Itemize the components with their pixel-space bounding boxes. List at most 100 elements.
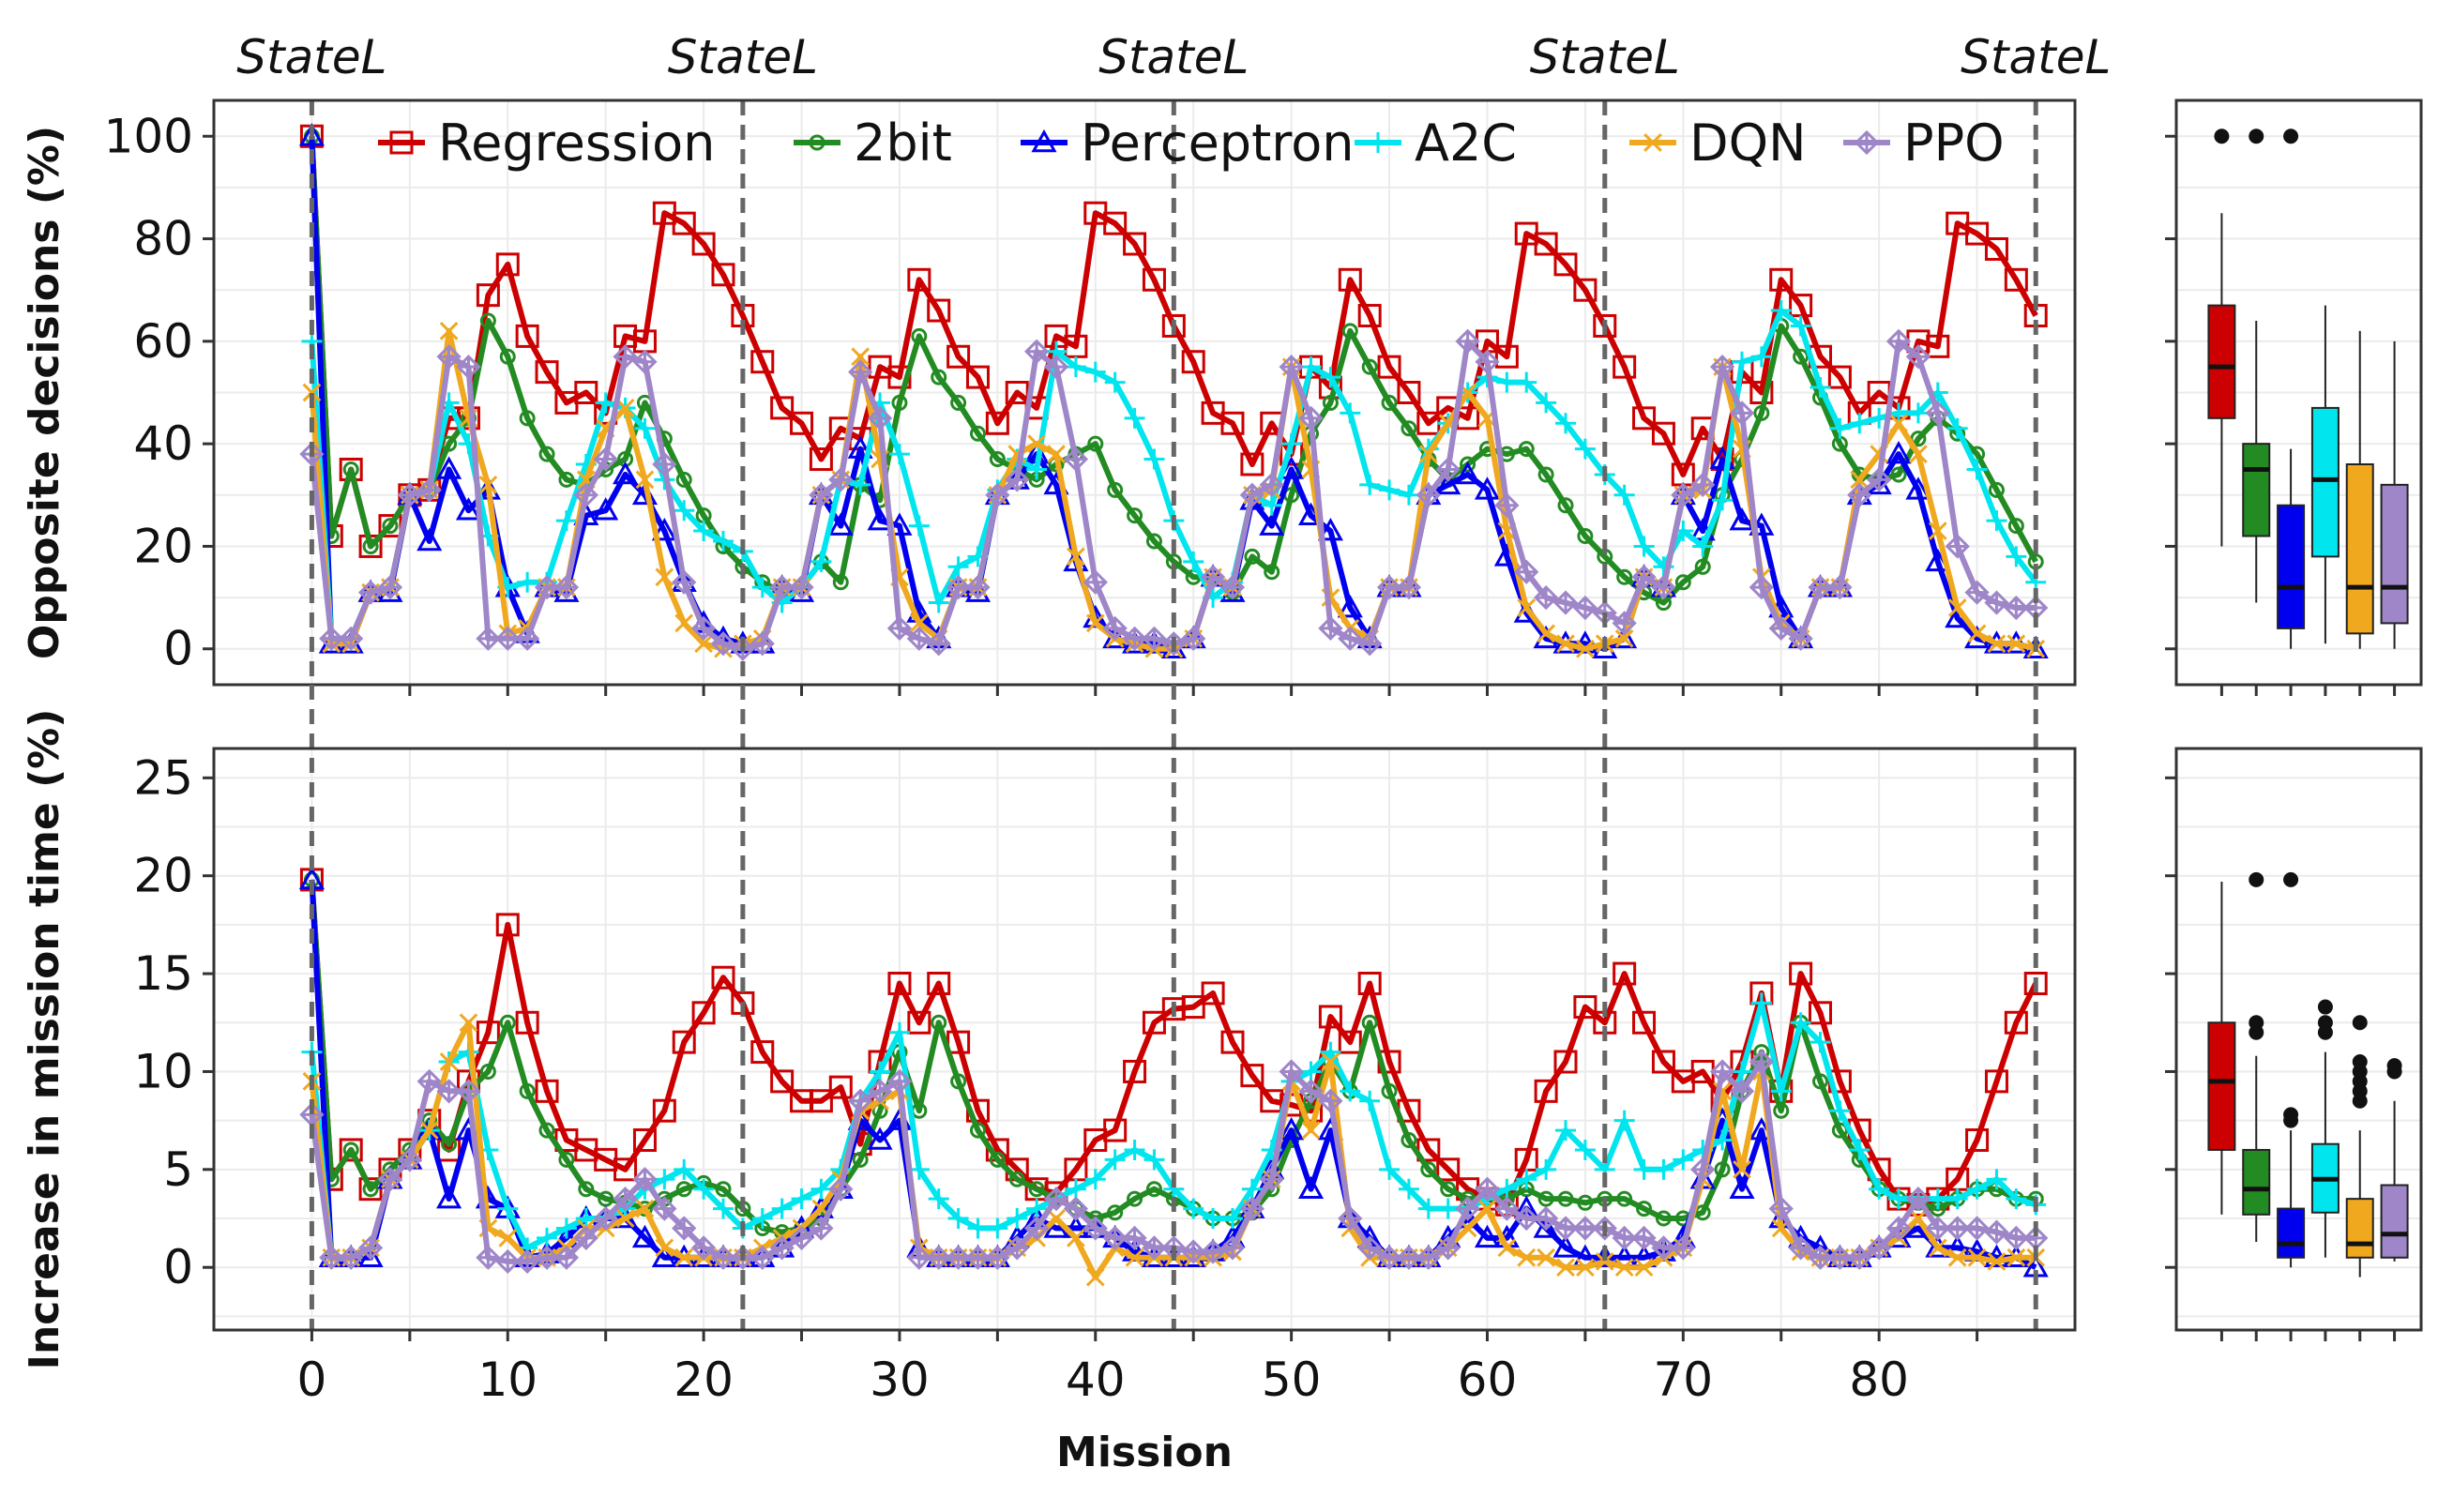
- boxplot-outlier: [2352, 1015, 2368, 1031]
- point-dqn: [1576, 1258, 1595, 1278]
- point-2bit: [1753, 404, 1770, 421]
- y-tick-label: 0: [163, 622, 193, 676]
- point-ppo: [553, 1245, 580, 1270]
- x-tick-label: 40: [1066, 1353, 1126, 1407]
- point-2bit: [441, 1136, 458, 1153]
- point-a2c: [1966, 459, 1988, 480]
- stateL-label: StateL: [1530, 30, 1680, 84]
- point-ppo: [672, 569, 697, 595]
- point-ppo: [1768, 615, 1794, 642]
- point-ppo: [319, 626, 344, 651]
- boxplot-ppo: [2380, 340, 2409, 696]
- point-ppo: [848, 1088, 873, 1113]
- point-ppo: [1475, 349, 1500, 374]
- point-a2c: [1320, 1041, 1341, 1063]
- point-2bit: [950, 1073, 967, 1090]
- point-regression: [632, 1128, 657, 1153]
- point-ppo: [1847, 1245, 1872, 1270]
- point-2bit: [675, 1181, 692, 1198]
- point-ppo: [476, 1245, 501, 1270]
- point-ppo: [690, 615, 717, 642]
- point-ppo: [789, 575, 814, 600]
- boxplot-box: [2345, 463, 2374, 635]
- point-regression: [790, 411, 814, 435]
- point-ppo: [710, 631, 736, 657]
- point-regression: [672, 1030, 696, 1054]
- point-a2c: [1869, 1178, 1890, 1200]
- point-2bit: [1361, 1014, 1378, 1031]
- point-ppo: [1631, 565, 1657, 590]
- point-a2c: [1183, 1198, 1204, 1219]
- point-a2c: [693, 1178, 715, 1200]
- point-a2c: [1653, 1158, 1674, 1180]
- point-regression: [1123, 1059, 1147, 1083]
- point-ppo: [985, 482, 1010, 507]
- point-ppo: [1435, 1235, 1461, 1261]
- point-a2c: [1359, 474, 1381, 495]
- point-a2c: [888, 1021, 910, 1043]
- boxplot-outlier: [2386, 1058, 2402, 1074]
- point-a2c: [1065, 356, 1086, 378]
- point-ppo: [1200, 1239, 1226, 1264]
- point-ppo: [1964, 1216, 1990, 1241]
- point-ppo: [632, 1167, 658, 1192]
- point-ppo: [1435, 457, 1461, 482]
- legend-label: 2bit: [854, 113, 952, 173]
- point-ppo: [965, 575, 991, 600]
- point-regression: [809, 447, 833, 472]
- point-2bit: [1577, 1194, 1594, 1211]
- point-dqn: [1537, 1247, 1555, 1267]
- point-2bit: [1145, 533, 1162, 550]
- point-2bit: [1264, 564, 1280, 581]
- point-a2c: [2006, 546, 2027, 567]
- point-a2c: [1633, 536, 1655, 557]
- point-ppo: [476, 626, 501, 651]
- point-regression: [1377, 355, 1401, 379]
- point-a2c: [1829, 417, 1851, 439]
- boxplot-outlier: [2283, 129, 2299, 144]
- point-a2c: [1574, 438, 1596, 460]
- point-a2c: [1770, 300, 1792, 322]
- point-ppo: [1651, 575, 1676, 600]
- point-a2c: [1750, 992, 1772, 1014]
- point-2bit: [911, 327, 928, 344]
- point-2bit: [499, 1014, 516, 1031]
- point-2bit: [479, 1063, 496, 1080]
- point-a2c: [928, 592, 949, 613]
- point-perceptron: [455, 497, 482, 521]
- point-regression: [1789, 961, 1813, 986]
- boxplot-outlier: [2317, 1015, 2333, 1031]
- point-regression: [1201, 981, 1225, 1005]
- point-ppo: [926, 631, 951, 657]
- point-2bit: [931, 369, 947, 386]
- point-ppo: [357, 1235, 384, 1261]
- point-ppo: [1338, 1205, 1363, 1232]
- boxplot-box: [2277, 1207, 2306, 1259]
- point-2bit: [479, 312, 496, 329]
- point-ppo: [946, 1245, 971, 1270]
- point-ppo: [1063, 446, 1089, 472]
- point-2bit: [1460, 456, 1476, 473]
- point-dqn: [1967, 1247, 1987, 1267]
- point-ppo: [1455, 328, 1480, 354]
- point-ppo: [710, 1245, 736, 1270]
- point-dqn: [302, 383, 322, 402]
- point-a2c: [1398, 484, 1419, 506]
- point-dqn: [1987, 634, 2006, 654]
- point-dqn: [1047, 445, 1066, 463]
- point-a2c: [1026, 459, 1048, 480]
- point-ppo: [690, 1235, 717, 1261]
- point-regression: [1397, 381, 1421, 404]
- boxplot-box: [2242, 1148, 2271, 1216]
- point-dqn: [1614, 1258, 1634, 1278]
- point-ppo: [1827, 575, 1853, 600]
- point-ppo: [1867, 1235, 1892, 1261]
- boxplot-ppo: [2380, 1058, 2409, 1341]
- point-perceptron: [867, 507, 893, 531]
- legend-label: Perceptron: [1081, 113, 1355, 173]
- point-regression: [476, 1021, 500, 1045]
- point-a2c: [1516, 1169, 1537, 1190]
- point-perceptron: [1905, 476, 1931, 500]
- point-a2c: [1084, 1169, 1106, 1190]
